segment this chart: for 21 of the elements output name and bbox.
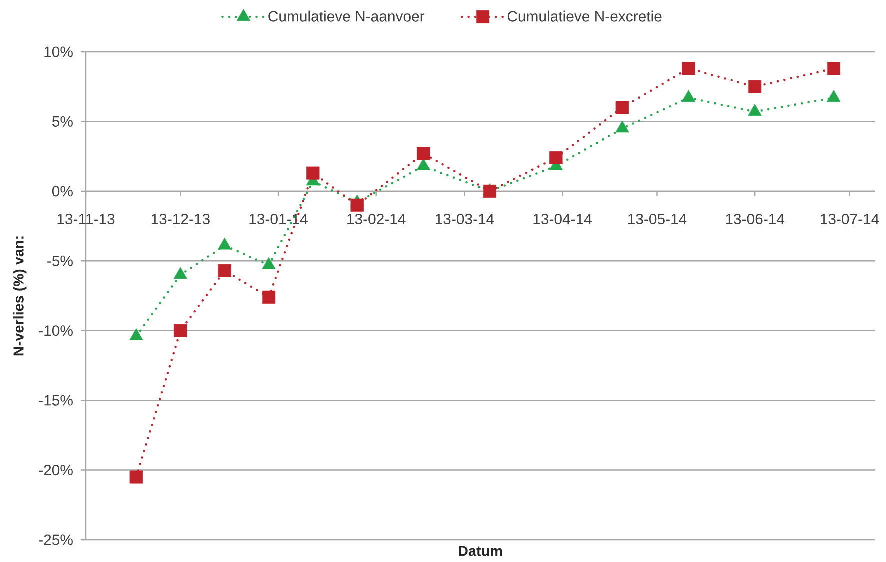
- y-tick-label: 10%: [44, 46, 73, 58]
- x-tick-label: 13-01-14: [250, 214, 308, 225]
- y-tick-label: -25%: [39, 534, 73, 546]
- y-tick-label: 5%: [52, 116, 73, 127]
- y-tick-label: 0%: [52, 186, 73, 197]
- legend-label: Cumulatieve N-aanvoer: [268, 10, 425, 22]
- x-axis-title: Datum: [459, 546, 502, 556]
- y-tick-label: -20%: [39, 464, 73, 476]
- y-tick-label: -15%: [39, 395, 73, 406]
- x-tick-label: 13-04-14: [534, 214, 592, 225]
- y-axis-title: N-verlies (%) van:: [13, 236, 27, 356]
- x-tick-label: 13-12-13: [152, 214, 210, 225]
- x-tick-label: 13-02-14: [348, 214, 406, 225]
- y-tick-label: -10%: [39, 326, 73, 336]
- x-tick-label: 13-03-14: [436, 214, 494, 225]
- x-tick-label: 13-05-14: [628, 214, 687, 225]
- x-tick-label: 13-07-14: [820, 214, 880, 225]
- x-tick-label: 13-11-13: [58, 214, 115, 225]
- y-tick-label: -5%: [48, 256, 73, 266]
- legend-label: Cumulatieve N-excretie: [508, 10, 662, 22]
- x-tick-label: 13-06-14: [726, 214, 785, 225]
